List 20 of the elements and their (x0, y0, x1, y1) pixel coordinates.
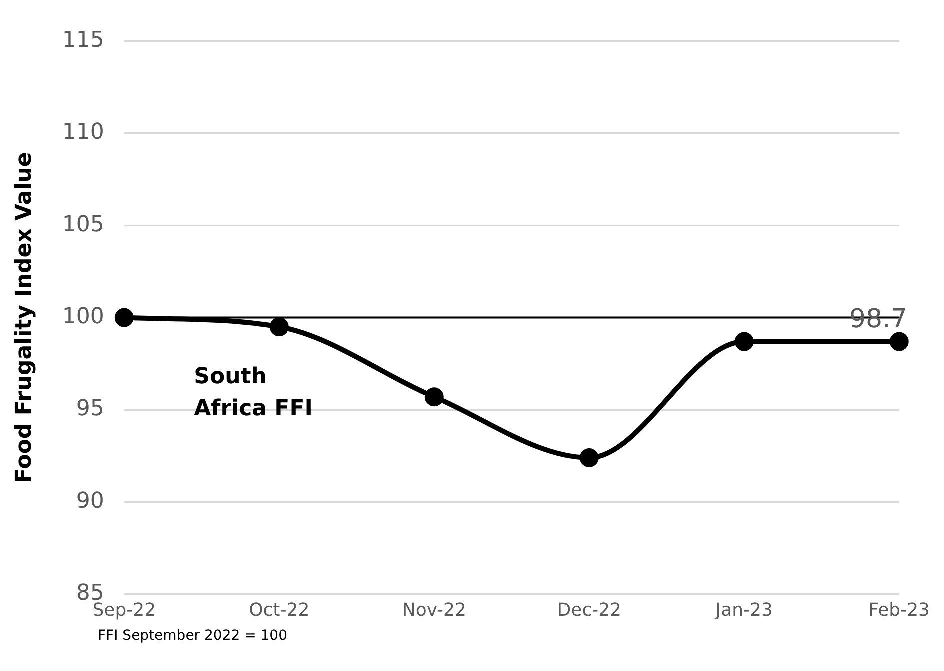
y-axis-title: Food Frugality Index Value (12, 152, 37, 484)
y-tick-label: 100 (62, 304, 104, 330)
y-tick-label: 95 (76, 396, 104, 422)
x-tick-label: Jan-23 (714, 600, 773, 621)
point (890, 332, 909, 352)
x-tick-label: Oct-22 (249, 600, 310, 621)
y-tick-label: 110 (62, 120, 104, 146)
point (734, 332, 754, 352)
x-tick-label: Dec-22 (557, 600, 622, 621)
point (114, 308, 134, 328)
y-tick-label: 115 (62, 28, 104, 53)
x-tick-label: Feb-23 (868, 600, 930, 621)
x-tick-label: Nov-22 (402, 600, 466, 621)
y-tick-label: 90 (76, 488, 104, 514)
y-tick-label: 105 (62, 212, 104, 238)
series-label: South Africa FFI (194, 364, 313, 422)
point (270, 318, 289, 337)
text: FFI September 2022 = 100 (98, 628, 288, 644)
point (580, 448, 599, 468)
point (424, 388, 444, 407)
